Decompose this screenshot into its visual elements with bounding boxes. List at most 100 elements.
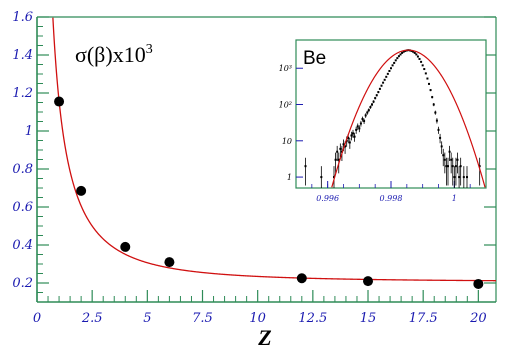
inset-x-tick-label: 0.998 xyxy=(380,194,403,203)
main-fit-curve xyxy=(52,17,496,282)
main-data-point xyxy=(296,273,307,284)
inset-histogram-point xyxy=(364,114,367,117)
inset-histogram-point xyxy=(374,97,377,100)
main-x-tick-label: 15 xyxy=(360,311,377,326)
inset-histogram-point xyxy=(420,60,423,63)
inset-histogram-point xyxy=(450,158,453,161)
inset-histogram-point xyxy=(382,81,385,84)
main-x-tick-label: 10 xyxy=(249,311,266,326)
inset-histogram-point xyxy=(426,77,429,80)
inset-histogram-point xyxy=(396,57,399,60)
inset-histogram-point xyxy=(304,165,307,168)
inset-histogram-point xyxy=(443,158,446,161)
inset-histogram-point xyxy=(386,72,389,75)
main-chart-title: σ(β)x103 xyxy=(75,42,153,67)
main-title-text: σ(β)x10 xyxy=(75,42,146,67)
inset-histogram-point xyxy=(359,122,362,125)
inset-histogram-point xyxy=(434,111,437,114)
inset-fit-curve xyxy=(331,49,486,188)
main-y-tick-label: 1 xyxy=(25,124,33,139)
inset-chart-title: Be xyxy=(303,48,326,69)
inset-histogram-point xyxy=(451,165,454,168)
inset-x-tick-label: 1 xyxy=(452,194,457,203)
inset-histogram-point xyxy=(393,61,396,64)
inset-histogram-point xyxy=(418,57,421,60)
main-y-tick-label: 0.8 xyxy=(12,162,33,177)
main-plot: 0 2.5 5 7.5 10 12.5 15 17.5 20 0.2 0.4 0.6 0.8 1 1.2 1… xyxy=(12,10,497,346)
main-y-tick-label: 1.4 xyxy=(12,48,33,63)
inset-histogram-point xyxy=(448,150,451,153)
inset-histogram-point xyxy=(342,143,345,146)
inset-histogram-point xyxy=(378,87,381,90)
main-data-point xyxy=(76,185,87,196)
inset-y-tick-label: 10³ xyxy=(279,64,292,73)
inset-histogram-point xyxy=(401,51,404,54)
main-data-point xyxy=(54,96,65,107)
inset-plot: 0.996 0.998 1 1 10 10² 10³ Be xyxy=(279,39,487,203)
inset-y-tick-label: 10 xyxy=(282,137,292,146)
inset-histogram-point xyxy=(385,75,388,78)
inset-histogram-point xyxy=(435,119,438,122)
inset-histogram-point xyxy=(440,145,443,148)
inset-x-tick-label: 0.996 xyxy=(316,194,339,203)
inset-histogram-point xyxy=(390,67,392,70)
main-x-ticks: 0 2.5 5 7.5 10 12.5 15 17.5 20 xyxy=(33,290,487,326)
inset-histogram-point xyxy=(428,82,430,85)
inset-histogram-point xyxy=(431,96,434,99)
main-data-points xyxy=(54,96,484,289)
inset-histogram-point xyxy=(366,111,369,114)
inset-histogram-point xyxy=(466,176,468,179)
inset-histogram-point xyxy=(454,165,457,168)
main-x-tick-label: 17.5 xyxy=(409,311,438,326)
main-data-point xyxy=(473,278,484,289)
inset-histogram-point xyxy=(458,176,461,179)
inset-histogram-point xyxy=(445,165,448,168)
inset-histogram-point xyxy=(344,145,347,148)
inset-histogram-point xyxy=(424,72,427,75)
inset-histogram-point xyxy=(337,158,340,161)
inset-y-tick-label: 10² xyxy=(279,101,292,110)
inset-histogram-point xyxy=(462,176,465,179)
inset-histogram-point xyxy=(377,91,380,94)
main-x-tick-label: 2.5 xyxy=(81,311,103,326)
inset-histogram-point xyxy=(363,120,366,123)
inset-histogram-point xyxy=(421,64,424,67)
inset-frame xyxy=(295,39,487,189)
inset-histogram-point xyxy=(383,78,386,81)
inset-histogram-point xyxy=(391,64,394,67)
inset-histogram-point xyxy=(399,53,402,56)
main-data-point xyxy=(363,276,374,287)
main-y-tick-label: 0.2 xyxy=(12,276,33,291)
inset-histogram-point xyxy=(453,176,456,179)
inset-histogram-point xyxy=(336,150,339,153)
inset-histogram-point xyxy=(413,51,416,54)
main-y-tick-label: 1.6 xyxy=(12,10,33,25)
inset-histogram-point xyxy=(355,128,358,131)
main-x-tick-label: 12.5 xyxy=(298,311,327,326)
inset-histogram-point xyxy=(375,94,378,97)
inset-histogram-point xyxy=(456,158,459,161)
main-x-tick-label: 7.5 xyxy=(192,311,213,326)
inset-histogram-point xyxy=(447,165,449,168)
inset-histogram-point xyxy=(397,55,400,58)
inset-histogram-point xyxy=(350,134,353,137)
main-x-tick-label: 20 xyxy=(469,311,487,326)
main-y-tick-label: 1.2 xyxy=(12,86,33,101)
inset-histogram-point xyxy=(402,50,405,53)
inset-histogram-point xyxy=(347,136,350,139)
inset-y-tick-label: 1 xyxy=(287,173,292,182)
inset-histogram-point xyxy=(415,53,418,56)
main-data-point xyxy=(164,257,175,268)
main-x-tick-label: 0 xyxy=(33,311,41,326)
inset-histogram-point xyxy=(367,109,370,112)
inset-histogram-point xyxy=(353,135,356,138)
inset-histogram-point xyxy=(478,165,481,168)
inset-histogram-point xyxy=(380,84,383,87)
inset-histogram-point xyxy=(388,69,391,72)
inset-histogram-point xyxy=(339,147,342,150)
main-y-ticks: 0.2 0.4 0.6 0.8 1 1.2 1.4 1.6 xyxy=(12,10,496,303)
main-x-tick-label: 5 xyxy=(143,311,151,326)
inset-histogram-point xyxy=(432,103,435,106)
inset-histogram-point xyxy=(320,176,323,179)
